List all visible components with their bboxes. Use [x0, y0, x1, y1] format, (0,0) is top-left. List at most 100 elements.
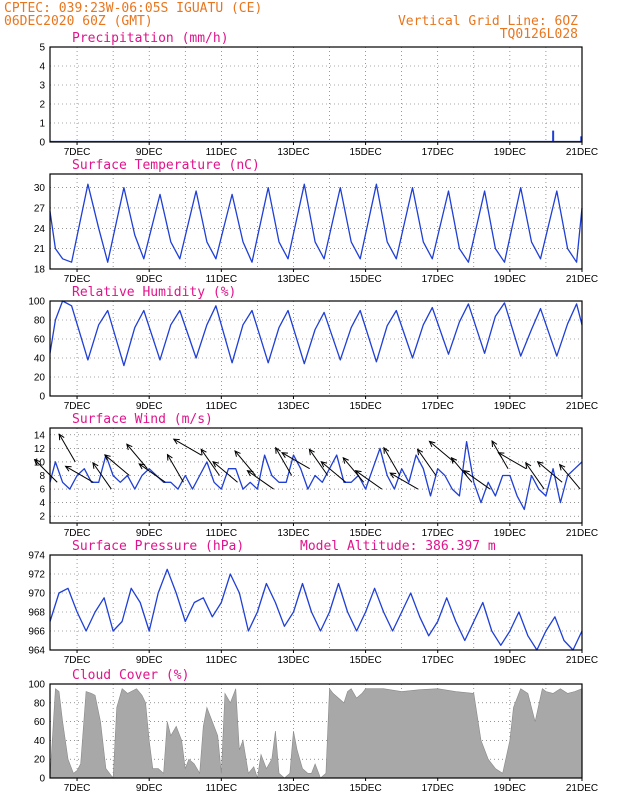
- wind-xtick-label: 15DEC: [349, 528, 381, 539]
- wind-line: [49, 440, 583, 511]
- wind-xtick-label: 21DEC: [566, 528, 598, 539]
- cloud-xtick-label: 15DEC: [349, 783, 381, 794]
- precip-ytick-label: 2: [39, 100, 45, 111]
- cloud-frame: [49, 683, 583, 779]
- wind-arrow: [173, 438, 202, 456]
- temp-xtick-label: 15DEC: [349, 274, 381, 285]
- temp-panel: Surface Temperature (nC) 18 21 24 27 30 7DEC 9D…: [34, 158, 598, 285]
- wind-xtick-label: 13DEC: [277, 528, 309, 539]
- temp-xtick-label: 19DEC: [494, 274, 526, 285]
- wind-arrow: [417, 449, 437, 476]
- wind-arrow: [429, 440, 455, 463]
- wind-arrow-head: [383, 446, 390, 454]
- wind-arrow: [537, 461, 563, 483]
- wind-arrow-head: [280, 452, 288, 458]
- precip-xtick-label: 15DEC: [349, 147, 381, 158]
- precip-ytick-label: 4: [39, 62, 45, 73]
- rh-ytick-label: 100: [28, 297, 45, 308]
- precip-xtick-label: 7DEC: [64, 147, 91, 158]
- temp-xtick-label: 11DEC: [206, 274, 238, 285]
- wind-arrow: [34, 459, 58, 483]
- cloud-title: Cloud Cover (%): [72, 668, 189, 683]
- temp-xtick-label: 17DEC: [422, 274, 454, 285]
- wind-arrow-head: [234, 450, 241, 457]
- press-panel: Surface Pressure (hPa) Model Altitude: 38…: [28, 539, 598, 666]
- wind-arrow-head: [166, 453, 173, 461]
- wind-arrow: [355, 470, 383, 490]
- wind-arrow-head: [92, 461, 99, 469]
- temp-ytick-label: 18: [34, 265, 46, 276]
- precip-xtick-label: 17DEC: [422, 147, 454, 158]
- rh-xtick-label: 17DEC: [422, 401, 454, 412]
- press-xtick-label: 21DEC: [566, 655, 598, 666]
- precip-bar: [580, 136, 583, 142]
- rh-xtick-label: 19DEC: [494, 401, 526, 412]
- wind-arrow-head: [33, 458, 41, 466]
- wind-xtick-label: 17DEC: [422, 528, 454, 539]
- wind-arrow: [275, 447, 293, 476]
- wind-arrow-head: [525, 461, 532, 469]
- wind-xtick-label: 7DEC: [64, 528, 91, 539]
- wind-arrow-head: [416, 448, 424, 456]
- temp-xtick-label: 13DEC: [277, 274, 309, 285]
- press-xtick-label: 13DEC: [277, 655, 309, 666]
- wind-ytick-label: 2: [39, 512, 45, 523]
- press-xtick-label: 19DEC: [494, 655, 526, 666]
- press-ytick-label: 968: [28, 608, 45, 619]
- wind-arrow-head: [320, 460, 328, 468]
- wind-ytick-label: 12: [34, 444, 46, 455]
- cloud-panel: Cloud Cover (%) 0 20 40 60 80 100 7DEC 9DEC 11DEC…: [28, 668, 598, 794]
- wind-arrow: [200, 449, 220, 476]
- temp-xtick-label: 7DEC: [64, 274, 91, 285]
- cloud-xtick-label: 7DEC: [64, 783, 91, 794]
- wind-arrow-head: [428, 440, 436, 448]
- wind-xtick-label: 19DEC: [494, 528, 526, 539]
- wind-arrow-head: [200, 448, 207, 456]
- press-frame: [49, 554, 583, 651]
- wind-arrow-head: [212, 460, 219, 468]
- wind-arrow-head: [491, 440, 498, 448]
- wind-arrow-head: [103, 454, 111, 461]
- rh-xtick-label: 7DEC: [64, 401, 91, 412]
- wind-arrow-head: [58, 433, 65, 441]
- rh-frame: [49, 300, 583, 397]
- wind-title: Surface Wind (m/s): [72, 412, 213, 427]
- cloud-ytick-label: 60: [34, 717, 46, 728]
- rh-xtick-label: 21DEC: [566, 401, 598, 412]
- wind-arrow-head: [275, 446, 281, 454]
- press-xtick-label: 11DEC: [206, 655, 238, 666]
- precip-ytick-label: 0: [39, 138, 45, 149]
- temp-frame: [49, 173, 583, 270]
- temp-ytick-label: 21: [34, 244, 46, 255]
- press-xtick-label: 17DEC: [422, 655, 454, 666]
- wind-arrow: [65, 465, 94, 483]
- wind-ytick-label: 8: [39, 471, 45, 482]
- wind-arrow: [167, 454, 184, 483]
- precip-title: Precipitation (mm/h): [72, 31, 229, 46]
- precip-ytick-label: 3: [39, 81, 45, 92]
- temp-ytick-label: 24: [34, 224, 46, 235]
- cloud-ytick-label: 40: [34, 736, 46, 747]
- wind-arrow: [138, 463, 166, 483]
- wind-panel: Surface Wind (m/s) 2 4 6 8 10 12 14 7DEC 9DEC 11DE…: [33, 412, 598, 539]
- wind-arrow-head: [354, 470, 362, 477]
- cloud-xtick-label: 13DEC: [277, 783, 309, 794]
- press-xtick-label: 9DEC: [136, 655, 163, 666]
- rh-title: Relative Humidity (%): [72, 285, 236, 300]
- wind-xtick-label: 11DEC: [206, 528, 238, 539]
- wind-arrow: [212, 461, 238, 483]
- cloud-area: [49, 687, 583, 779]
- cloud-xtick-label: 19DEC: [494, 783, 526, 794]
- cloud-ytick-label: 100: [28, 680, 45, 691]
- temp-ytick-label: 30: [34, 183, 46, 194]
- temp-xtick-label: 21DEC: [566, 274, 598, 285]
- press-line: [49, 568, 583, 651]
- precip-ytick-label: 1: [39, 119, 45, 130]
- rh-panel: Relative Humidity (%) 0 20 40 60 80 100 7DEC 9DE…: [28, 285, 598, 412]
- wind-ytick-label: 14: [34, 430, 46, 441]
- precip-xtick-label: 11DEC: [206, 147, 238, 158]
- wind-arrow-head: [497, 452, 505, 458]
- press-ytick-label: 964: [28, 646, 45, 657]
